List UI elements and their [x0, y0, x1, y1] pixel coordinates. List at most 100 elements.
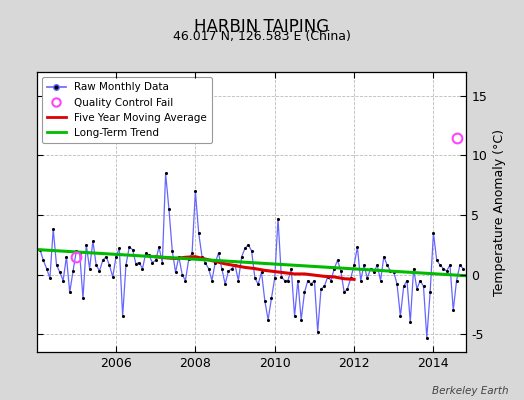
Point: [102, 254, 111, 260]
Point: [158, 260, 167, 266]
Point: [132, 261, 140, 267]
Point: [277, 274, 286, 280]
Point: [297, 317, 305, 323]
Point: [39, 257, 48, 264]
Point: [287, 265, 296, 272]
Point: [108, 274, 117, 280]
Point: [423, 334, 431, 341]
Point: [250, 275, 259, 281]
Point: [254, 281, 263, 287]
Point: [191, 188, 200, 194]
Point: [52, 262, 61, 268]
Text: 46.017 N, 126.583 E (China): 46.017 N, 126.583 E (China): [173, 30, 351, 43]
Point: [227, 265, 236, 272]
Point: [274, 215, 282, 222]
Point: [138, 265, 147, 272]
Point: [366, 265, 375, 272]
Point: [353, 244, 362, 250]
Point: [323, 274, 332, 280]
Y-axis label: Temperature Anomaly (°C): Temperature Anomaly (°C): [493, 128, 506, 296]
Point: [95, 268, 104, 274]
Point: [208, 277, 216, 284]
Point: [416, 277, 424, 284]
Point: [267, 295, 276, 302]
Point: [42, 265, 51, 272]
Point: [310, 277, 319, 284]
Point: [389, 269, 398, 275]
Point: [75, 250, 84, 256]
Point: [198, 254, 206, 260]
Point: [307, 281, 315, 287]
Point: [174, 254, 183, 260]
Point: [231, 262, 239, 268]
Point: [237, 254, 246, 260]
Point: [92, 262, 101, 268]
Point: [406, 319, 414, 326]
Point: [112, 254, 120, 260]
Point: [386, 268, 395, 274]
Point: [413, 286, 421, 292]
Point: [122, 262, 130, 268]
Point: [360, 262, 368, 268]
Point: [290, 313, 299, 320]
Point: [393, 281, 401, 287]
Point: [459, 265, 467, 272]
Point: [145, 252, 154, 259]
Point: [320, 283, 329, 290]
Point: [313, 328, 322, 335]
Point: [85, 265, 94, 272]
Point: [125, 244, 134, 250]
Point: [270, 275, 279, 281]
Point: [161, 170, 170, 176]
Point: [456, 262, 464, 268]
Point: [217, 265, 226, 272]
Point: [181, 277, 190, 284]
Point: [128, 246, 137, 253]
Point: [165, 206, 173, 212]
Point: [62, 254, 71, 260]
Point: [184, 256, 193, 262]
Point: [327, 277, 335, 284]
Point: [333, 257, 342, 264]
Text: Berkeley Earth: Berkeley Earth: [432, 386, 508, 396]
Point: [115, 245, 124, 252]
Point: [155, 244, 163, 250]
Point: [317, 286, 325, 292]
Point: [82, 242, 91, 248]
Point: [141, 250, 150, 256]
Point: [340, 289, 348, 296]
Point: [363, 275, 372, 281]
Point: [168, 248, 177, 254]
Point: [442, 268, 451, 274]
Point: [244, 242, 253, 248]
Point: [214, 250, 223, 256]
Point: [224, 268, 233, 274]
Point: [280, 277, 289, 284]
Point: [337, 268, 345, 274]
Point: [135, 260, 144, 266]
Point: [293, 277, 302, 284]
Point: [151, 257, 160, 264]
Point: [72, 248, 81, 254]
Point: [284, 277, 292, 284]
Point: [59, 277, 68, 284]
Point: [396, 313, 405, 320]
Point: [178, 271, 187, 278]
Point: [426, 289, 434, 296]
Point: [356, 277, 365, 284]
Point: [49, 226, 58, 232]
Point: [373, 262, 381, 268]
Point: [188, 250, 196, 256]
Point: [247, 248, 256, 254]
Point: [171, 269, 180, 275]
Point: [409, 265, 418, 272]
Point: [257, 269, 266, 275]
Point: [234, 277, 243, 284]
Point: [204, 265, 213, 272]
Point: [46, 275, 54, 281]
Point: [89, 238, 97, 244]
Point: [419, 283, 428, 290]
Point: [300, 289, 309, 296]
Text: HARBIN TAIPING: HARBIN TAIPING: [194, 18, 330, 36]
Point: [260, 298, 269, 304]
